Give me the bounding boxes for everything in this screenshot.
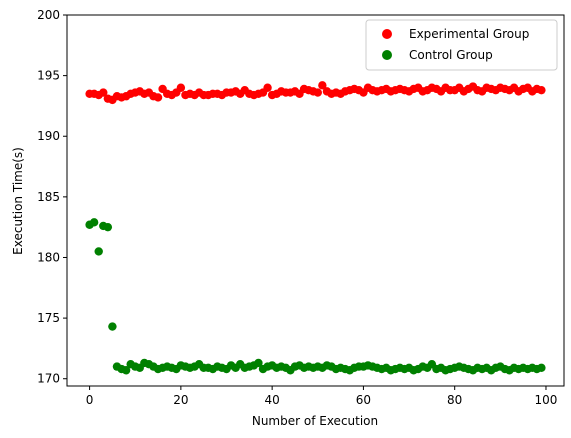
x-axis: 0 20 40 60 80 100 (86, 386, 558, 407)
y-axis-label: Execution Time(s) (11, 147, 25, 255)
y-axis: 170 175 180 185 190 195 200 (37, 8, 67, 386)
points-layer (85, 81, 546, 375)
y-tick-label: 170 (37, 372, 60, 386)
y-tick-label: 185 (37, 190, 60, 204)
y-tick-label: 195 (37, 69, 60, 83)
legend-box (365, 19, 558, 71)
x-tick-label: 100 (535, 393, 558, 407)
x-axis-label: Number of Execution (252, 414, 378, 428)
legend-marker-experimental-group (382, 29, 392, 39)
data-point-experimental-group (263, 83, 272, 92)
x-tick-label: 80 (447, 393, 462, 407)
y-tick-label: 190 (37, 129, 60, 143)
y-tick-label: 175 (37, 311, 60, 325)
legend-marker-control-group (382, 50, 392, 60)
x-tick-label: 20 (173, 393, 188, 407)
x-tick-label: 60 (356, 393, 371, 407)
legend-entry-experimental-group: Experimental Group (409, 27, 529, 41)
data-point-experimental-group (99, 88, 108, 97)
data-point-experimental-group (313, 88, 322, 97)
y-tick-label: 180 (37, 250, 60, 264)
data-point-control-group (89, 218, 99, 227)
legend-entry-control-group: Control Group (409, 48, 493, 62)
x-tick-label: 0 (86, 393, 94, 407)
x-tick-label: 40 (265, 393, 280, 407)
data-point-experimental-group (537, 85, 546, 95)
data-point-control-group (537, 363, 546, 373)
data-point-experimental-group (176, 83, 186, 92)
legend: Experimental Group Control Group (365, 19, 558, 71)
data-point-control-group (121, 366, 131, 375)
data-point-control-group (94, 247, 103, 256)
data-point-experimental-group (318, 81, 327, 90)
data-point-experimental-group (153, 93, 163, 102)
y-tick-label: 200 (37, 8, 60, 22)
data-point-control-group (254, 358, 263, 368)
data-point-control-group (108, 322, 117, 331)
plot-frame (66, 14, 565, 387)
data-point-control-group (103, 222, 113, 232)
